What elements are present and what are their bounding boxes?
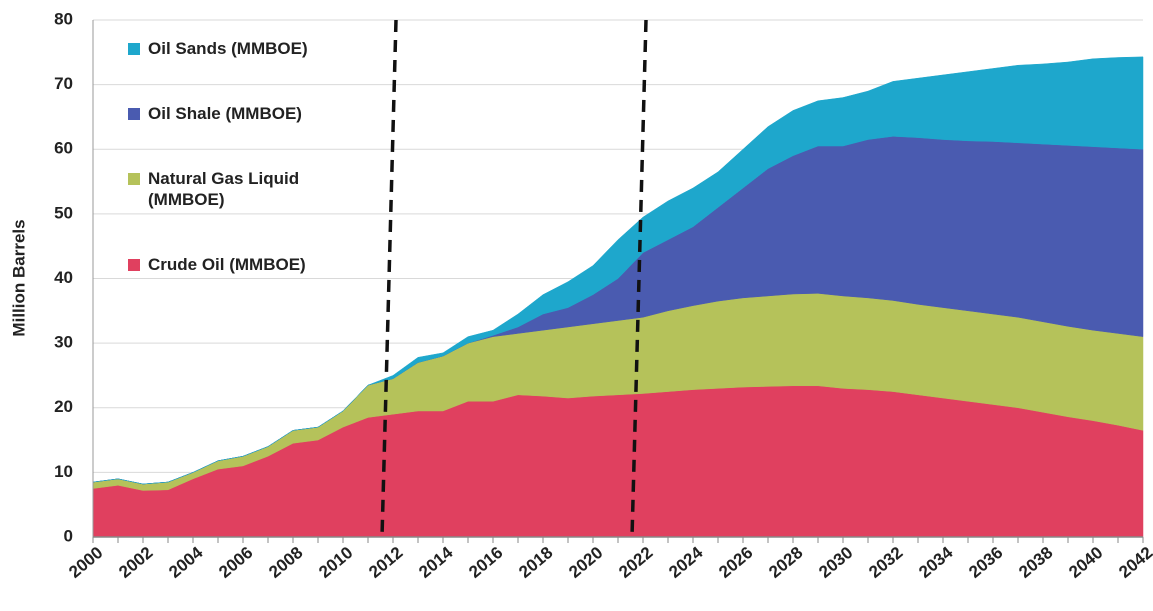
legend-swatch [128,108,140,120]
x-tick-label: 2008 [265,543,306,582]
legend-swatch [128,173,140,185]
x-tick-label: 2016 [465,543,506,582]
y-tick-label: 80 [54,9,73,28]
x-tick-label: 2010 [315,543,356,582]
y-tick-label: 70 [54,74,73,93]
x-tick-label: 2028 [765,543,806,582]
x-tick-label: 2020 [565,543,606,582]
x-tick-label: 2022 [615,543,656,582]
y-tick-label: 30 [54,333,73,352]
legend-swatch [128,259,140,271]
y-axis-label: Million Barrels [9,219,28,336]
y-tick-label: 20 [54,397,73,416]
x-tick-label: 2038 [1015,543,1056,582]
x-tick-label: 2030 [815,543,856,582]
y-tick-label: 50 [54,203,73,222]
x-tick-label: 2032 [865,543,906,582]
legend-item: Natural Gas Liquid (MMBOE) [128,168,358,210]
legend-item: Oil Sands (MMBOE) [128,38,358,59]
x-tick-label: 2042 [1115,543,1153,582]
x-tick-label: 2034 [915,543,957,582]
x-tick-label: 2004 [165,543,207,582]
x-tick-label: 2040 [1065,543,1106,582]
y-tick-label: 60 [54,139,73,158]
reference-line [630,19,648,538]
legend-label: Natural Gas Liquid (MMBOE) [148,169,300,209]
y-tick-label: 0 [64,526,73,545]
reference-line [380,19,398,538]
legend-label: Oil Shale (MMBOE) [148,104,302,123]
x-tick-label: 2012 [365,543,406,582]
x-tick-label: 2018 [515,543,556,582]
x-tick-label: 2036 [965,543,1006,582]
x-tick-label: 2002 [115,543,156,582]
x-tick-label: 2024 [665,543,707,582]
legend-swatch [128,43,140,55]
legend: Oil Sands (MMBOE) Oil Shale (MMBOE) Natura… [128,38,358,319]
area [92,56,1144,485]
legend-item: Oil Shale (MMBOE) [128,103,358,124]
y-tick-label: 40 [54,268,73,287]
x-tick-label: 2006 [215,543,256,582]
x-tick-label: 2000 [65,543,106,582]
legend-item: Crude Oil (MMBOE) [128,254,358,275]
legend-label: Oil Sands (MMBOE) [148,39,308,58]
legend-label: Crude Oil (MMBOE) [148,255,306,274]
x-tick-label: 2014 [415,543,457,582]
y-tick-label: 10 [54,462,73,481]
x-tick-label: 2026 [715,543,756,582]
